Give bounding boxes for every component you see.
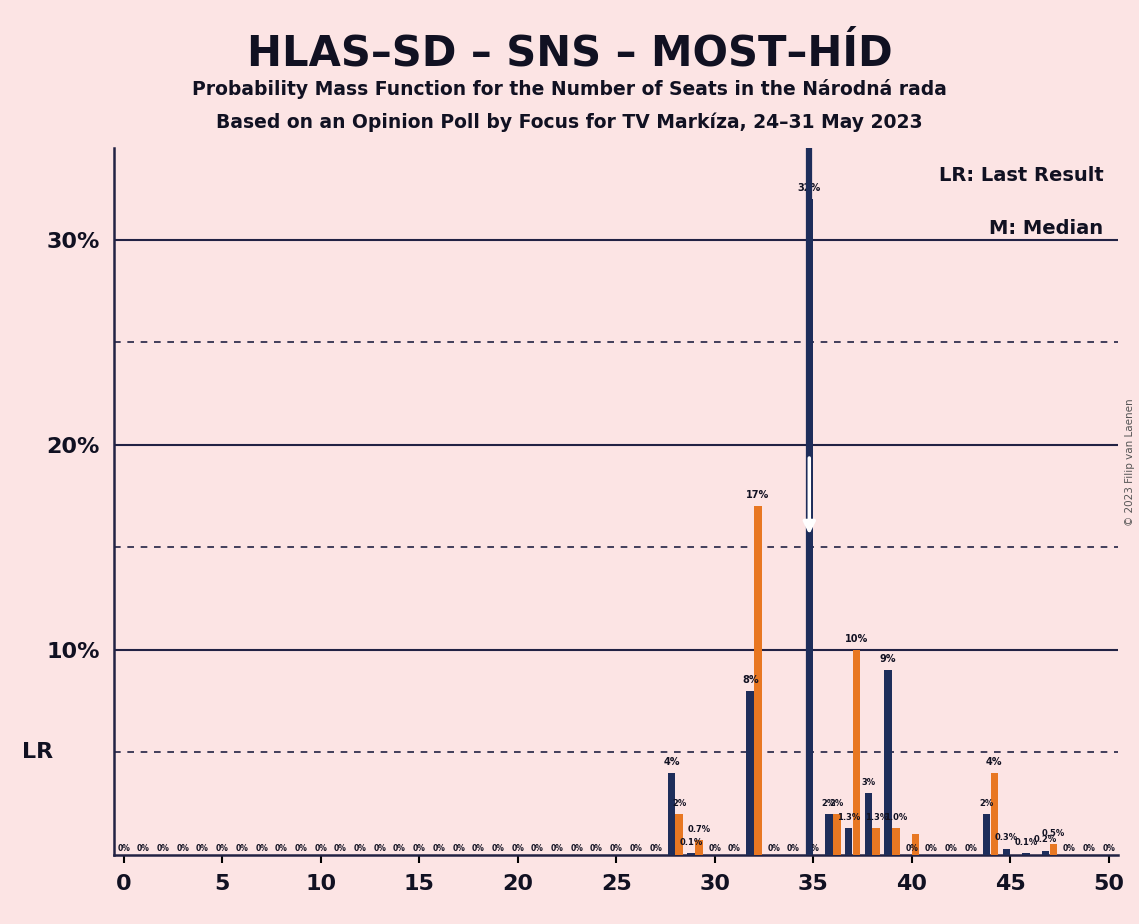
Text: 0%: 0% [215, 844, 229, 853]
Text: LR: LR [23, 742, 54, 762]
Bar [675, 814, 683, 855]
Text: 0%: 0% [965, 844, 977, 853]
Text: 0%: 0% [787, 844, 800, 853]
Text: 0%: 0% [117, 844, 130, 853]
Text: 0%: 0% [236, 844, 248, 853]
Text: 0%: 0% [1103, 844, 1115, 853]
Text: 0%: 0% [393, 844, 405, 853]
Bar [1050, 845, 1057, 855]
Text: 0%: 0% [1063, 844, 1075, 853]
Text: 2%: 2% [672, 798, 687, 808]
Text: 0.7%: 0.7% [687, 825, 711, 834]
Text: 0%: 0% [511, 844, 524, 853]
Text: 0%: 0% [590, 844, 603, 853]
Bar [884, 670, 892, 855]
Text: 0%: 0% [274, 844, 288, 853]
Text: 2%: 2% [829, 798, 844, 808]
Text: 8%: 8% [741, 675, 759, 685]
Bar [833, 814, 841, 855]
Bar [695, 840, 703, 855]
Text: 0%: 0% [314, 844, 327, 853]
Text: Probability Mass Function for the Number of Seats in the Národná rada: Probability Mass Function for the Number… [192, 79, 947, 99]
Text: 1.0%: 1.0% [884, 813, 908, 822]
Text: 0%: 0% [925, 844, 937, 853]
Bar [845, 828, 852, 855]
Text: 0%: 0% [708, 844, 721, 853]
Bar [853, 650, 860, 855]
Text: 0%: 0% [571, 844, 583, 853]
Text: 0%: 0% [906, 844, 918, 853]
Bar [991, 772, 998, 855]
Bar [1022, 853, 1030, 855]
Text: 0.1%: 0.1% [680, 837, 703, 846]
Text: 10%: 10% [845, 634, 868, 644]
Text: Based on an Opinion Poll by Focus for TV Markíza, 24–31 May 2023: Based on an Opinion Poll by Focus for TV… [216, 113, 923, 132]
Text: 4%: 4% [663, 757, 680, 767]
Text: 0%: 0% [768, 844, 780, 853]
Bar [754, 506, 762, 855]
Text: 0%: 0% [157, 844, 170, 853]
Text: 0%: 0% [630, 844, 642, 853]
Text: 0%: 0% [137, 844, 150, 853]
Text: 0%: 0% [550, 844, 564, 853]
Text: 0%: 0% [531, 844, 543, 853]
Text: © 2023 Filip van Laenen: © 2023 Filip van Laenen [1125, 398, 1134, 526]
Bar [1042, 851, 1049, 855]
Text: M: Median: M: Median [990, 219, 1104, 237]
Text: 0%: 0% [1082, 844, 1096, 853]
Text: 0%: 0% [177, 844, 189, 853]
Text: 1.3%: 1.3% [865, 813, 887, 822]
Text: 0%: 0% [354, 844, 367, 853]
Text: 3%: 3% [861, 778, 876, 787]
Text: 32%: 32% [797, 183, 821, 193]
Text: 0%: 0% [295, 844, 308, 853]
Text: 0%: 0% [196, 844, 208, 853]
Text: 0%: 0% [255, 844, 268, 853]
Text: 2%: 2% [822, 798, 836, 808]
Text: 0%: 0% [412, 844, 426, 853]
Text: 17%: 17% [746, 491, 770, 500]
Bar [983, 814, 990, 855]
Text: 0%: 0% [472, 844, 485, 853]
Text: 2%: 2% [980, 798, 993, 808]
Text: 0.5%: 0.5% [1042, 830, 1065, 838]
Text: LR: Last Result: LR: Last Result [939, 165, 1104, 185]
Bar [826, 814, 833, 855]
Text: 0%: 0% [492, 844, 505, 853]
Text: HLAS–SD – SNS – MOST–HÍD: HLAS–SD – SNS – MOST–HÍD [247, 32, 892, 74]
Text: 9%: 9% [879, 654, 896, 664]
Text: 0.1%: 0.1% [1015, 837, 1038, 846]
Text: 0.3%: 0.3% [994, 833, 1018, 843]
Text: 0%: 0% [944, 844, 958, 853]
Bar [746, 691, 754, 855]
Text: 0%: 0% [334, 844, 347, 853]
Text: 0%: 0% [609, 844, 623, 853]
Bar [805, 199, 813, 855]
Bar [892, 828, 900, 855]
Text: 0.2%: 0.2% [1034, 835, 1057, 845]
Bar [912, 834, 919, 855]
Bar [872, 828, 880, 855]
Bar [865, 793, 872, 855]
Text: 0%: 0% [806, 844, 820, 853]
Bar [1002, 848, 1010, 855]
Text: 0%: 0% [433, 844, 445, 853]
Text: 0%: 0% [649, 844, 662, 853]
Text: 0%: 0% [728, 844, 740, 853]
Text: 0%: 0% [452, 844, 465, 853]
Text: 4%: 4% [986, 757, 1002, 767]
Bar [667, 772, 675, 855]
Text: 0%: 0% [374, 844, 386, 853]
Text: 1.3%: 1.3% [837, 813, 860, 822]
Bar [687, 853, 695, 855]
